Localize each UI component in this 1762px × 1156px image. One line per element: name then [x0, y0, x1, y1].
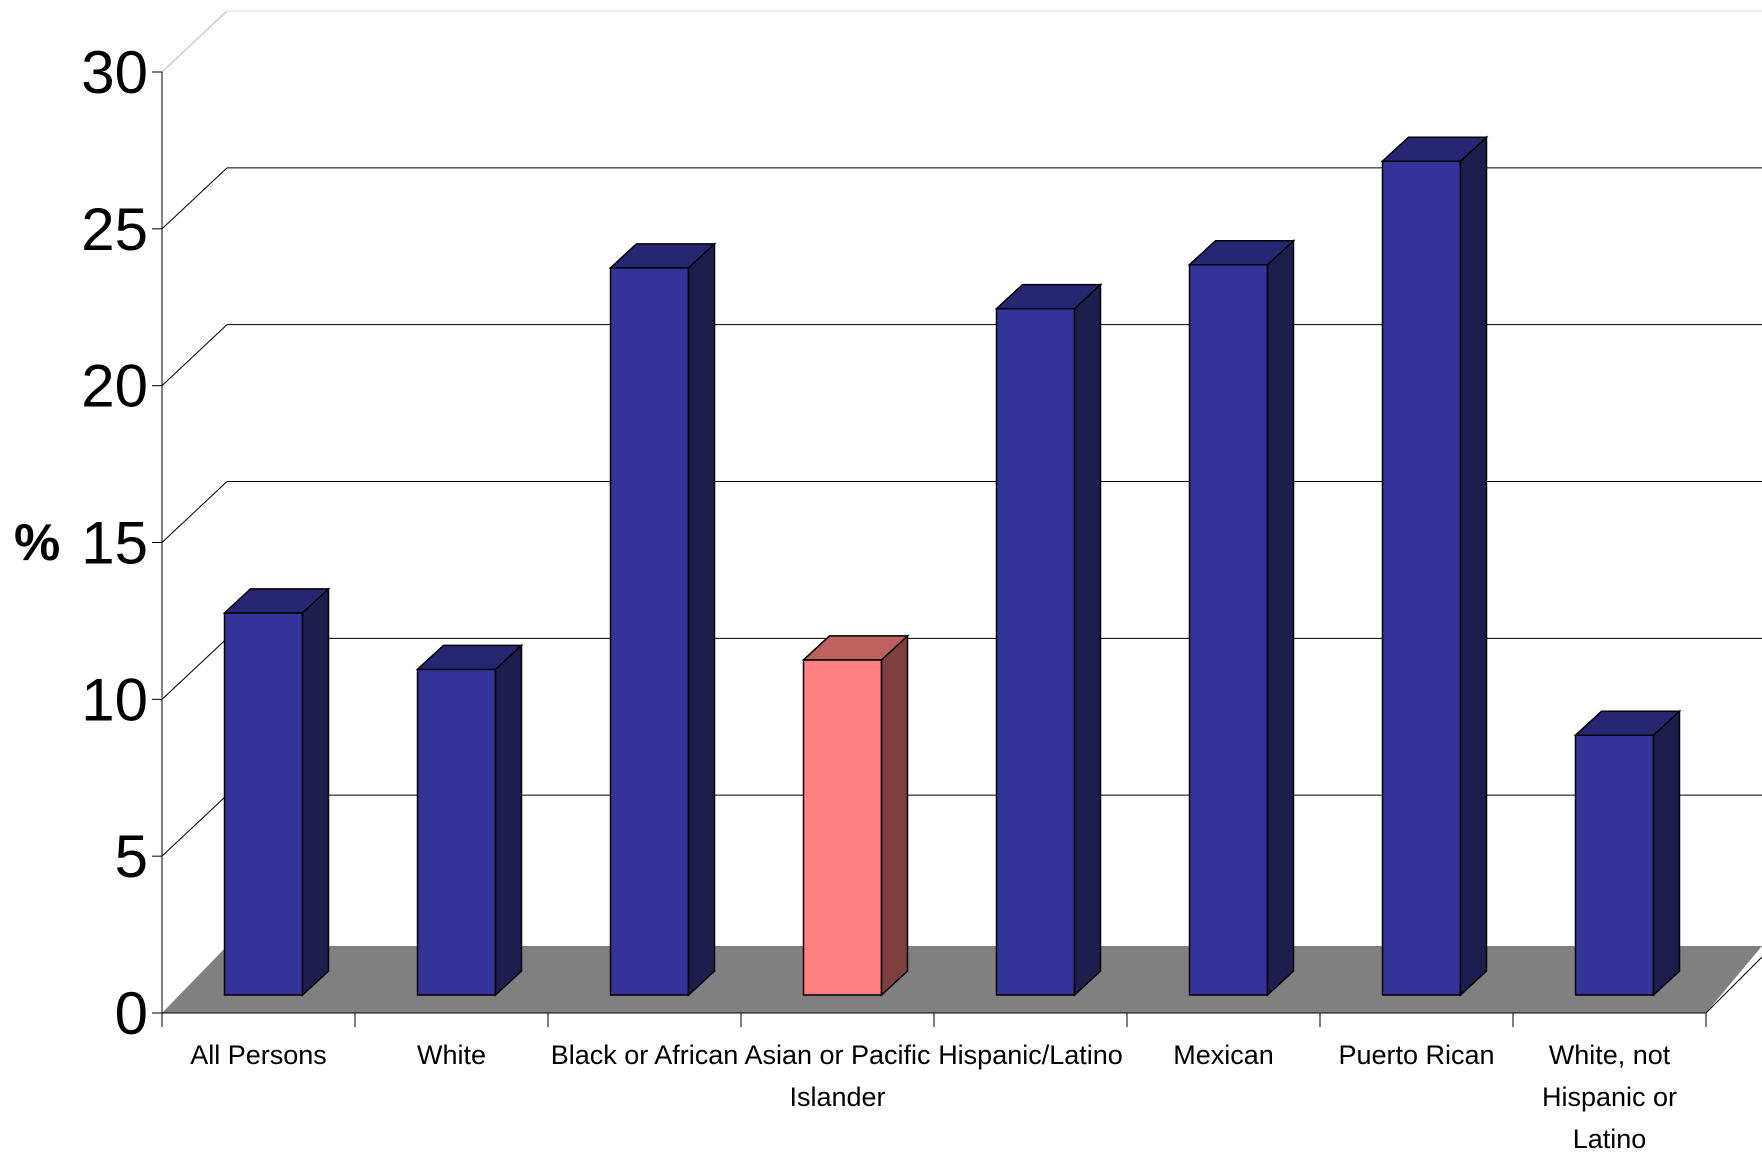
x-tick-label: Hispanic or — [1542, 1082, 1677, 1112]
bar-front — [1188, 263, 1269, 996]
bar-top — [994, 283, 1103, 310]
bar-front — [995, 307, 1076, 996]
gridline-diagonal — [161, 167, 228, 230]
gridline-diagonal — [161, 481, 228, 543]
y-tick-label: 30 — [81, 39, 148, 106]
wall-top-edge — [161, 10, 228, 73]
axes — [152, 71, 1762, 1027]
bar-side — [1266, 238, 1295, 997]
bar — [994, 282, 1103, 997]
bar-top — [222, 588, 331, 614]
y-tick-labels: 0 5 10 15 20 25 30 — [81, 39, 148, 1047]
bar — [415, 643, 524, 997]
y-tick-label: 10 — [81, 666, 148, 733]
x-tick-label: Black or African — [551, 1040, 739, 1070]
x-tick-label: Hispanic/Latino — [938, 1040, 1123, 1070]
bar-side — [1459, 135, 1488, 997]
x-tick-label: Asian or Pacific — [744, 1040, 930, 1070]
bar-top — [1187, 239, 1296, 266]
bar-side — [1073, 282, 1102, 997]
bar — [1380, 135, 1489, 997]
bar-front — [1574, 734, 1655, 996]
bar-side — [494, 643, 523, 997]
floor-front-edge — [1705, 956, 1762, 1014]
bar-top — [801, 635, 910, 661]
bar-front — [1381, 160, 1462, 996]
bar-side — [687, 242, 716, 997]
bar-top — [1380, 136, 1489, 162]
bar — [1573, 709, 1682, 997]
bar — [801, 634, 910, 997]
x-tick-label: Islander — [789, 1082, 885, 1112]
gridline-diagonal — [161, 324, 228, 387]
bar-top — [1573, 710, 1682, 736]
x-tick-label: Puerto Rican — [1338, 1040, 1494, 1070]
y-tick-label: 25 — [81, 196, 148, 263]
chart-floor — [162, 946, 1762, 1013]
x-tick-label: White, not — [1549, 1040, 1671, 1070]
x-tick-label: Mexican — [1173, 1040, 1274, 1070]
bar-front — [609, 267, 690, 996]
bar-top — [415, 644, 524, 671]
bar-top — [608, 243, 717, 269]
bar — [1187, 238, 1296, 997]
bars — [222, 135, 1682, 997]
y-tick-label: 15 — [81, 510, 148, 577]
chart-walls — [161, 10, 1762, 73]
x-tick-label: Latino — [1573, 1124, 1647, 1154]
y-tick-label: 0 — [115, 980, 148, 1047]
bar-side — [301, 587, 330, 997]
x-tick-label: White — [417, 1040, 486, 1070]
gridline-diagonal — [161, 794, 228, 857]
bar — [222, 587, 331, 997]
bar-front — [223, 612, 304, 996]
gridlines — [161, 167, 1762, 857]
x-tick-labels: All Persons White Black or African Asian or… — [190, 1040, 1677, 1154]
bar-front — [802, 659, 883, 996]
y-axis-label: % — [14, 514, 60, 572]
bar-side — [880, 634, 909, 997]
bar — [608, 242, 717, 997]
gridline-diagonal — [161, 637, 228, 700]
bar-front — [416, 668, 497, 996]
y-tick-label: 20 — [81, 353, 148, 420]
y-tick-label: 5 — [115, 823, 148, 890]
x-tick-label: All Persons — [190, 1040, 327, 1070]
bar-side — [1652, 709, 1681, 997]
